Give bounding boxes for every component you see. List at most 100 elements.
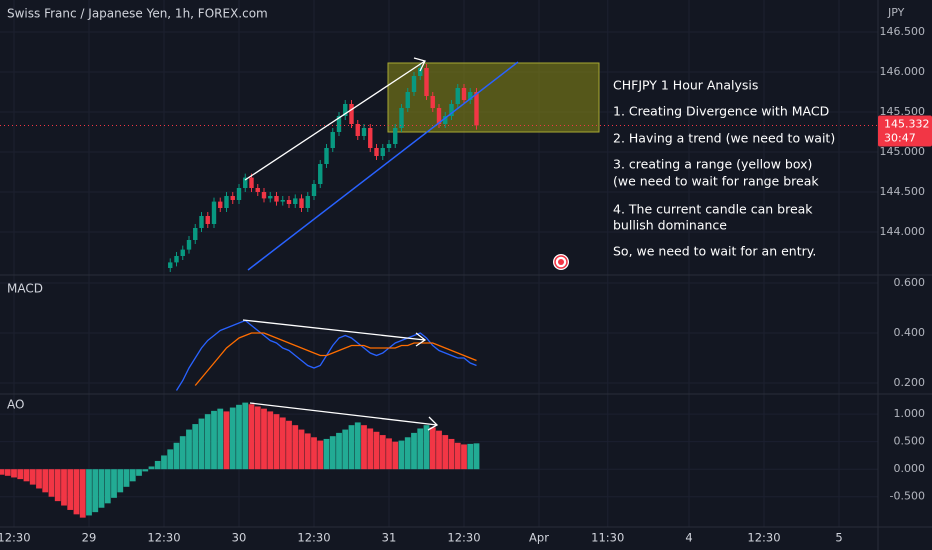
candle-body [455,88,460,104]
x-tick-label: 4 [685,531,692,545]
chart-title: Swiss Franc / Japanese Yen, 1h, FOREX.co… [7,7,268,21]
candle-body [318,164,323,184]
candle-body [249,177,254,188]
ao-bar [461,444,467,470]
candle-body [474,92,479,126]
candle-body [386,144,392,148]
annotation-line: CHFJPY 1 Hour Analysis [613,78,758,93]
x-tick-label: 11:30 [591,531,624,545]
ao-bar [354,422,361,470]
ao-bar [186,429,192,470]
candle-body [430,96,435,108]
marks [0,64,878,518]
candle-body [299,198,304,208]
x-tick-label: 12:30 [447,531,480,545]
candle-body [286,200,292,204]
y-axis-label: JPY [887,6,905,19]
ao-bar [61,469,67,506]
x-tick-label: 5 [835,531,842,545]
candle-body [461,88,467,100]
candle-body [449,104,454,116]
ao-bar [336,432,342,470]
x-tick-label: Apr [529,531,549,545]
candle-body [311,184,317,196]
candle-body [399,108,404,128]
ao-bar [0,469,5,475]
ao-bar [48,469,55,497]
ao-bar [254,406,261,470]
ao-bar [23,469,30,482]
y-tick-label: 145.000 [880,145,926,158]
marker-icon-ring [554,255,568,269]
ao-bar [204,414,211,470]
candle-body [205,216,210,224]
candle-body [349,104,354,124]
arrow-head [427,416,439,431]
marker-icon-dot [558,259,564,265]
ao-bar [311,437,317,470]
candle-body [193,228,198,240]
candle-body [368,128,373,148]
ao-bar [67,469,74,510]
candle-body [293,198,298,204]
candle-body [374,148,379,156]
y-tick-label: 0.400 [894,326,926,339]
candle-body [255,188,260,192]
candle-body [324,148,329,164]
y-tick-label: 144.000 [880,225,926,238]
y-tick-label: 0.500 [894,435,926,448]
divergence-arrow [249,402,438,426]
ao-bar [417,428,424,470]
ao-bar [292,425,299,470]
ao-bar [54,469,61,502]
candle-body [261,192,267,199]
ao-bar [248,404,255,470]
ao-bar [342,429,349,470]
candle-body [268,196,273,199]
y-tick-label: -0.500 [890,490,925,503]
candle-body [305,196,310,208]
x-tick-label: 12:30 [747,531,780,545]
grid [0,0,878,527]
x-tick-label: 30 [232,531,247,545]
ao-bar [436,430,442,470]
y-tick-label: 146.000 [880,65,926,78]
ao-bar [286,420,292,470]
ao-bar [104,469,111,504]
ao-bar [42,469,49,493]
ao-bar [423,425,430,470]
y-tick-label: 0.200 [894,376,926,389]
ao-bar [404,437,411,470]
ao-bar [211,410,217,470]
ao-bar [223,411,230,470]
pane-title: AO [7,398,24,412]
x-tick-label: 12:30 [0,531,31,545]
ao-bar [367,428,374,470]
ao-bar [273,414,280,470]
ao-bar [123,469,130,487]
annotation-line: (we need to wait for range break [613,174,819,189]
ao-bar [217,408,224,470]
ao-bar [4,469,11,476]
ao-bar [236,404,242,470]
ao-bar [129,469,136,482]
ao-bar [173,442,180,470]
candle-body [280,200,285,202]
candle-body [274,196,279,202]
ao-bar [154,460,161,470]
candle-body [436,108,442,124]
ao-bar [473,443,480,470]
x-tick-label: 12:30 [147,531,180,545]
divergence-arrow [242,319,426,341]
countdown-label: 30:47 [884,131,916,144]
annotation-line: 2. Having a trend (we need to wait) [613,131,835,146]
candle-body [218,201,223,208]
ao-bar [392,441,399,470]
x-tick-label: 31 [382,531,397,545]
x-tick-label: 29 [82,531,97,545]
ao-bar [179,436,186,470]
divergence-arrow [244,60,426,181]
candle-body [224,196,229,208]
ao-bar [361,425,367,470]
